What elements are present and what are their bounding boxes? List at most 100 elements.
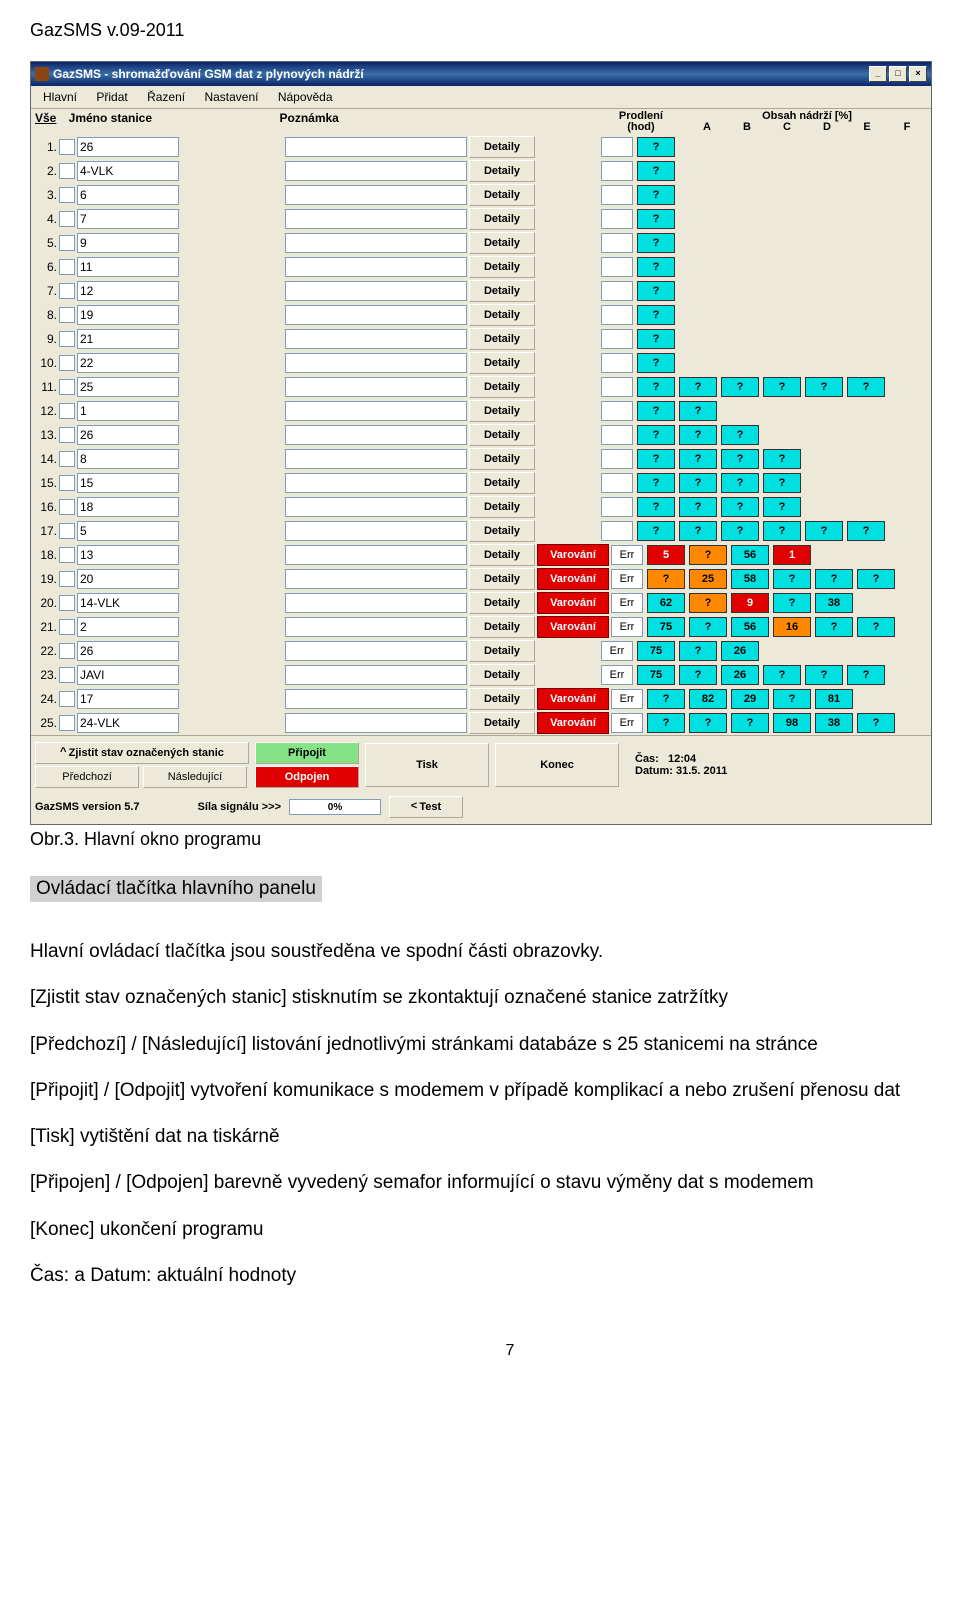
- details-button[interactable]: Detaily: [469, 424, 535, 446]
- note-input[interactable]: [285, 521, 467, 541]
- row-checkbox[interactable]: [59, 643, 75, 659]
- test-button[interactable]: <Test: [389, 796, 463, 818]
- row-checkbox[interactable]: [59, 667, 75, 683]
- zjistit-button[interactable]: ^Zjistit stav označených stanic: [35, 742, 249, 764]
- konec-button[interactable]: Konec: [495, 743, 619, 787]
- note-input[interactable]: [285, 281, 467, 301]
- note-input[interactable]: [285, 545, 467, 565]
- details-button[interactable]: Detaily: [469, 328, 535, 350]
- details-button[interactable]: Detaily: [469, 688, 535, 710]
- note-input[interactable]: [285, 329, 467, 349]
- station-name-input[interactable]: 21: [77, 329, 179, 349]
- station-name-input[interactable]: 24-VLK: [77, 713, 179, 733]
- row-checkbox[interactable]: [59, 235, 75, 251]
- station-name-input[interactable]: 17: [77, 689, 179, 709]
- station-name-input[interactable]: 9: [77, 233, 179, 253]
- station-name-input[interactable]: 11: [77, 257, 179, 277]
- details-button[interactable]: Detaily: [469, 400, 535, 422]
- note-input[interactable]: [285, 137, 467, 157]
- station-name-input[interactable]: 4-VLK: [77, 161, 179, 181]
- predchozi-button[interactable]: Předchozí: [35, 766, 139, 788]
- maximize-icon[interactable]: □: [889, 66, 907, 82]
- station-name-input[interactable]: 18: [77, 497, 179, 517]
- details-button[interactable]: Detaily: [469, 568, 535, 590]
- row-checkbox[interactable]: [59, 475, 75, 491]
- details-button[interactable]: Detaily: [469, 184, 535, 206]
- row-checkbox[interactable]: [59, 283, 75, 299]
- station-name-input[interactable]: 5: [77, 521, 179, 541]
- row-checkbox[interactable]: [59, 139, 75, 155]
- note-input[interactable]: [285, 617, 467, 637]
- pripojit-button[interactable]: Připojit: [255, 742, 359, 764]
- station-name-input[interactable]: 2: [77, 617, 179, 637]
- station-name-input[interactable]: 6: [77, 185, 179, 205]
- menu-pridat[interactable]: Přidat: [88, 88, 135, 106]
- note-input[interactable]: [285, 233, 467, 253]
- station-name-input[interactable]: 26: [77, 137, 179, 157]
- note-input[interactable]: [285, 257, 467, 277]
- row-checkbox[interactable]: [59, 187, 75, 203]
- note-input[interactable]: [285, 593, 467, 613]
- warning-button[interactable]: Varování: [537, 568, 609, 590]
- station-name-input[interactable]: 15: [77, 473, 179, 493]
- row-checkbox[interactable]: [59, 307, 75, 323]
- station-name-input[interactable]: JAVI: [77, 665, 179, 685]
- warning-button[interactable]: Varování: [537, 544, 609, 566]
- note-input[interactable]: [285, 473, 467, 493]
- details-button[interactable]: Detaily: [469, 640, 535, 662]
- note-input[interactable]: [285, 305, 467, 325]
- station-name-input[interactable]: 12: [77, 281, 179, 301]
- details-button[interactable]: Detaily: [469, 256, 535, 278]
- station-name-input[interactable]: 25: [77, 377, 179, 397]
- note-input[interactable]: [285, 161, 467, 181]
- details-button[interactable]: Detaily: [469, 232, 535, 254]
- warning-button[interactable]: Varování: [537, 688, 609, 710]
- details-button[interactable]: Detaily: [469, 712, 535, 734]
- note-input[interactable]: [285, 689, 467, 709]
- details-button[interactable]: Detaily: [469, 520, 535, 542]
- details-button[interactable]: Detaily: [469, 472, 535, 494]
- note-input[interactable]: [285, 185, 467, 205]
- details-button[interactable]: Detaily: [469, 448, 535, 470]
- note-input[interactable]: [285, 425, 467, 445]
- warning-button[interactable]: Varování: [537, 616, 609, 638]
- details-button[interactable]: Detaily: [469, 280, 535, 302]
- row-checkbox[interactable]: [59, 595, 75, 611]
- note-input[interactable]: [285, 569, 467, 589]
- row-checkbox[interactable]: [59, 163, 75, 179]
- row-checkbox[interactable]: [59, 715, 75, 731]
- note-input[interactable]: [285, 713, 467, 733]
- note-input[interactable]: [285, 377, 467, 397]
- warning-button[interactable]: Varování: [537, 712, 609, 734]
- row-checkbox[interactable]: [59, 331, 75, 347]
- nasledujici-button[interactable]: Následující: [143, 766, 247, 788]
- row-checkbox[interactable]: [59, 619, 75, 635]
- header-vse[interactable]: Vše: [35, 111, 69, 133]
- menu-razeni[interactable]: Řazení: [139, 88, 193, 106]
- row-checkbox[interactable]: [59, 691, 75, 707]
- station-name-input[interactable]: 8: [77, 449, 179, 469]
- menu-nastaveni[interactable]: Nastavení: [196, 88, 266, 106]
- warning-button[interactable]: Varování: [537, 592, 609, 614]
- row-checkbox[interactable]: [59, 571, 75, 587]
- row-checkbox[interactable]: [59, 523, 75, 539]
- note-input[interactable]: [285, 353, 467, 373]
- note-input[interactable]: [285, 665, 467, 685]
- details-button[interactable]: Detaily: [469, 160, 535, 182]
- menu-napoveda[interactable]: Nápověda: [270, 88, 341, 106]
- details-button[interactable]: Detaily: [469, 304, 535, 326]
- station-name-input[interactable]: 7: [77, 209, 179, 229]
- details-button[interactable]: Detaily: [469, 208, 535, 230]
- note-input[interactable]: [285, 497, 467, 517]
- station-name-input[interactable]: 20: [77, 569, 179, 589]
- note-input[interactable]: [285, 449, 467, 469]
- station-name-input[interactable]: 26: [77, 425, 179, 445]
- row-checkbox[interactable]: [59, 403, 75, 419]
- row-checkbox[interactable]: [59, 451, 75, 467]
- tisk-button[interactable]: Tisk: [365, 743, 489, 787]
- row-checkbox[interactable]: [59, 355, 75, 371]
- station-name-input[interactable]: 22: [77, 353, 179, 373]
- row-checkbox[interactable]: [59, 427, 75, 443]
- station-name-input[interactable]: 1: [77, 401, 179, 421]
- row-checkbox[interactable]: [59, 547, 75, 563]
